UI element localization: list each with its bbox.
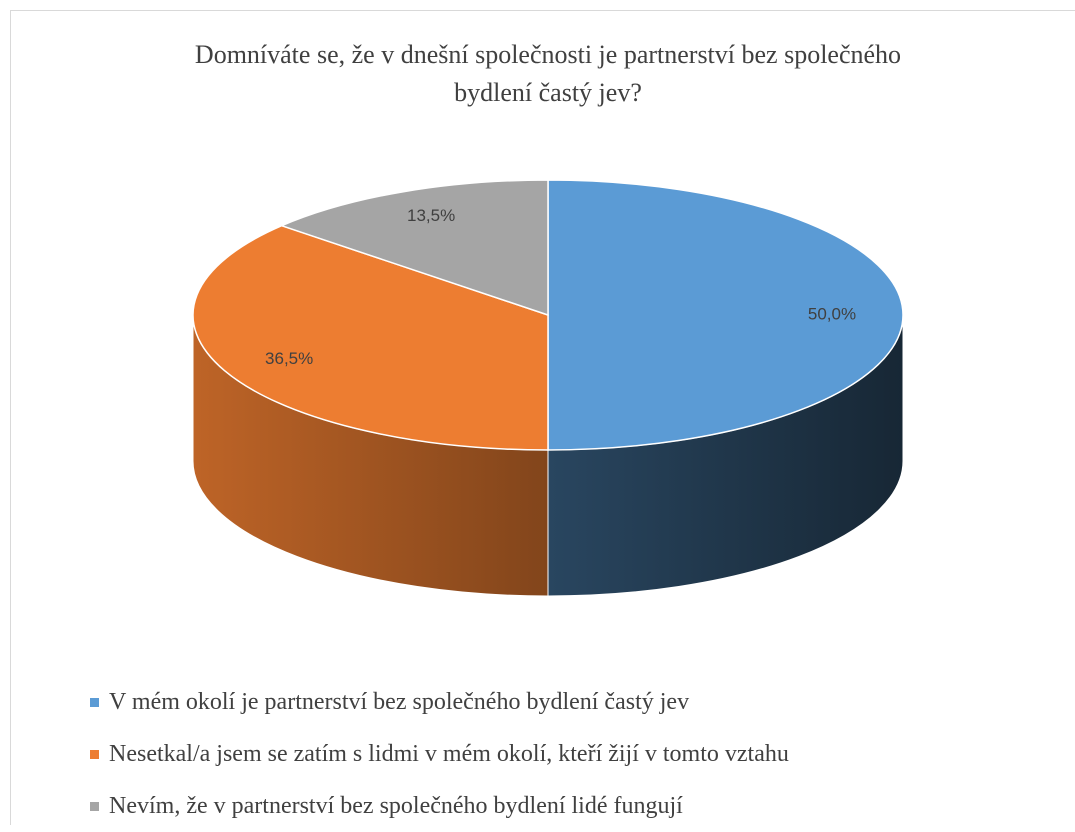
legend-swatch	[90, 750, 99, 759]
legend-label: Nesetkal/a jsem se zatím s lidmi v mém o…	[109, 741, 789, 768]
data-label: 13,5%	[407, 206, 455, 225]
chart-title: Domníváte se, že v dnešní společnosti je…	[170, 36, 926, 112]
legend-item: Nevím, že v partnerství bez společného b…	[90, 780, 789, 832]
legend-swatch	[90, 698, 99, 707]
legend-swatch	[90, 802, 99, 811]
data-label: 36,5%	[265, 349, 313, 368]
legend: V mém okolí je partnerství bez společnéh…	[90, 676, 789, 832]
legend-item: V mém okolí je partnerství bez společnéh…	[90, 676, 789, 728]
legend-label: V mém okolí je partnerství bez společnéh…	[109, 689, 689, 716]
legend-label: Nevím, že v partnerství bez společného b…	[109, 793, 683, 820]
data-label: 50,0%	[808, 304, 856, 323]
legend-item: Nesetkal/a jsem se zatím s lidmi v mém o…	[90, 728, 789, 780]
